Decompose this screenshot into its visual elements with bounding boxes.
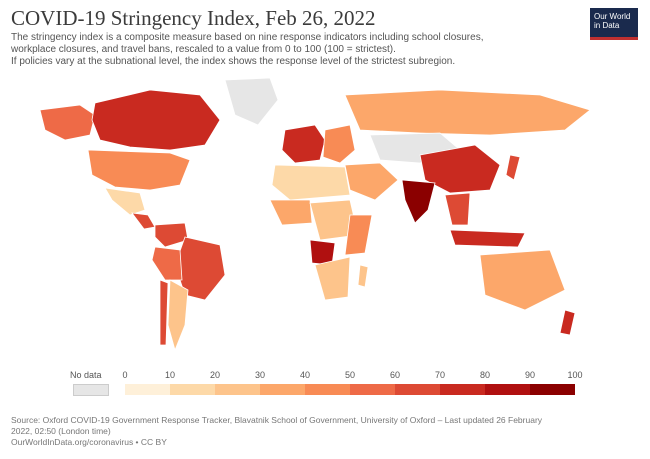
- subtitle-line: The stringency index is a composite meas…: [11, 32, 484, 43]
- legend-bin[interactable]: [260, 384, 305, 395]
- legend-tick: 10: [164, 370, 176, 380]
- region-indonesia[interactable]: [449, 229, 526, 248]
- region-southern-africa[interactable]: [314, 256, 351, 301]
- owid-logo[interactable]: Our World in Data: [590, 8, 638, 40]
- no-data-swatch: [73, 384, 109, 396]
- region-peru-bolivia[interactable]: [151, 246, 183, 281]
- legend-tick: 30: [254, 370, 266, 380]
- region-india[interactable]: [401, 179, 436, 224]
- chart-title: COVID-19 Stringency Index, Feb 26, 2022: [11, 6, 376, 30]
- world-map[interactable]: [20, 75, 620, 360]
- source-note: Source: Oxford COVID-19 Government Respo…: [11, 415, 631, 448]
- legend-tick: 60: [389, 370, 401, 380]
- region-argentina[interactable]: [167, 279, 189, 352]
- legend-tick: 0: [122, 370, 128, 380]
- logo-line: in Data: [594, 21, 620, 30]
- legend-bin[interactable]: [305, 384, 350, 395]
- region-eastern-europe[interactable]: [322, 124, 356, 164]
- source-line: 2022, 02:50 (London time): [11, 426, 111, 436]
- legend-tick: 100: [567, 370, 583, 380]
- logo-line: Our World: [594, 12, 631, 21]
- region-greenland[interactable]: [224, 77, 279, 126]
- legend-tick: 80: [479, 370, 491, 380]
- legend-tick: 20: [209, 370, 221, 380]
- legend-bin[interactable]: [485, 384, 530, 395]
- region-middle-east[interactable]: [344, 162, 399, 201]
- legend-bin[interactable]: [215, 384, 260, 395]
- region-united-states[interactable]: [87, 149, 191, 191]
- legend-bin[interactable]: [125, 384, 170, 395]
- legend-tick: 40: [299, 370, 311, 380]
- region-russia[interactable]: [344, 89, 591, 136]
- legend-tick: 90: [524, 370, 536, 380]
- region-central-america[interactable]: [131, 212, 156, 230]
- chart-subtitle: The stringency index is a composite meas…: [11, 32, 571, 68]
- source-link[interactable]: OurWorldInData.org/coronavirus • CC BY: [11, 437, 167, 447]
- region-western-europe[interactable]: [281, 124, 326, 164]
- subtitle-line: If policies vary at the subnational leve…: [11, 56, 456, 67]
- region-australia[interactable]: [479, 249, 566, 311]
- legend-tick: 70: [434, 370, 446, 380]
- region-canada[interactable]: [91, 89, 221, 151]
- legend-bin[interactable]: [170, 384, 215, 395]
- region-alaska[interactable]: [39, 104, 96, 141]
- region-chile[interactable]: [159, 279, 169, 346]
- region-madagascar[interactable]: [357, 264, 369, 288]
- legend-bin[interactable]: [530, 384, 575, 395]
- region-west-africa[interactable]: [269, 199, 313, 226]
- no-data-label: No data: [70, 370, 102, 380]
- region-japan[interactable]: [505, 154, 521, 181]
- region-mexico[interactable]: [104, 187, 146, 216]
- region-east-africa[interactable]: [344, 214, 373, 256]
- subtitle-line: workplace closures, and travel bans, res…: [11, 44, 396, 55]
- legend-tick: 50: [344, 370, 356, 380]
- legend-bin[interactable]: [350, 384, 395, 395]
- region-new-zealand[interactable]: [559, 309, 576, 336]
- region-colombia-venezuela[interactable]: [154, 222, 189, 248]
- source-line: Source: Oxford COVID-19 Government Respo…: [11, 415, 543, 425]
- region-southeast-asia[interactable]: [444, 192, 471, 226]
- legend-bin[interactable]: [440, 384, 485, 395]
- region-north-africa[interactable]: [271, 164, 351, 201]
- legend-bin[interactable]: [395, 384, 440, 395]
- color-legend: No data 0 10 20 30 40 50 60 70 80 90 100: [70, 370, 590, 400]
- region-china[interactable]: [419, 144, 501, 194]
